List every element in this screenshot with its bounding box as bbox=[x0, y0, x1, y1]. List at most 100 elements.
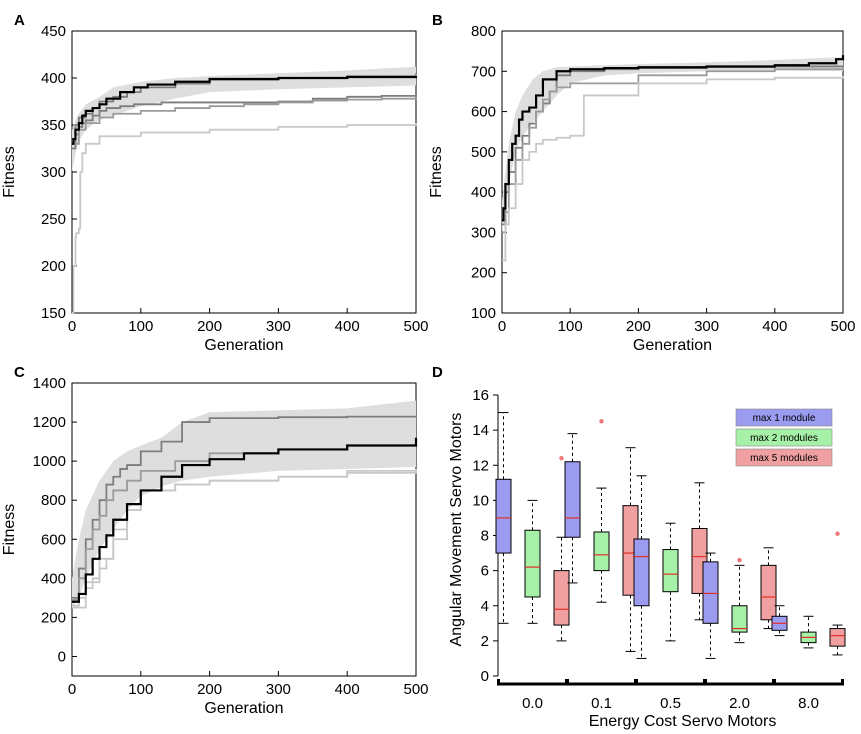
box-group: 0.0 bbox=[495, 412, 570, 712]
box-item bbox=[524, 499, 541, 624]
category-bracket bbox=[635, 679, 706, 686]
legend-swatch bbox=[735, 428, 833, 447]
x-tick-label: 100 bbox=[558, 318, 583, 335]
y-tick-label: 14 bbox=[472, 422, 489, 439]
box-item bbox=[771, 605, 788, 637]
run-fitness-line bbox=[72, 97, 417, 145]
y-tick-label: 400 bbox=[41, 70, 66, 87]
category-bracket bbox=[704, 679, 775, 686]
y-tick-label: 400 bbox=[471, 184, 496, 201]
legend-swatch bbox=[735, 448, 833, 467]
y-tick-label: 800 bbox=[41, 492, 66, 509]
outlier-point bbox=[599, 419, 604, 424]
x-tick-label: 300 bbox=[266, 318, 291, 335]
x-tick-label: 100 bbox=[128, 681, 153, 698]
y-tick-label: 100 bbox=[471, 305, 496, 322]
x-tick-label: 0.0 bbox=[522, 695, 543, 712]
box-item bbox=[800, 615, 817, 649]
run-fitness-line bbox=[502, 67, 844, 234]
x-tick-label: 300 bbox=[266, 681, 291, 698]
box-group: 0.1 bbox=[564, 419, 639, 712]
x-tick-label: 0.1 bbox=[591, 695, 612, 712]
y-tick-label: 6 bbox=[481, 563, 489, 580]
legend-item: max 1 module bbox=[735, 408, 833, 427]
x-tick-label: 0 bbox=[498, 318, 506, 335]
panel-label: A bbox=[14, 12, 25, 29]
category-bracket bbox=[497, 679, 568, 686]
box-iqr bbox=[564, 461, 581, 538]
box-iqr bbox=[760, 564, 777, 621]
category-bracket bbox=[773, 679, 844, 686]
axes: 0 100 200 300 400 500 150 200 250 300 350 400 450 Gen… bbox=[1, 23, 429, 354]
box-item bbox=[829, 531, 846, 656]
x-tick-label: 400 bbox=[335, 318, 360, 335]
legend: max 1 module max 2 modules max 5 modules bbox=[735, 408, 833, 467]
box-item bbox=[633, 475, 650, 659]
x-tick-label: 0 bbox=[68, 681, 76, 698]
box-iqr bbox=[593, 531, 610, 572]
box-group: 0.5 bbox=[633, 475, 708, 712]
y-tick-label: 1400 bbox=[33, 375, 66, 392]
y-tick-label: 700 bbox=[471, 63, 496, 80]
y-tick-label: 16 bbox=[472, 387, 489, 404]
panel-b: B0 100 200 300 400 50010020030040050060070080… bbox=[428, 12, 856, 354]
x-tick-label: 500 bbox=[830, 318, 855, 335]
y-tick-label: 450 bbox=[41, 23, 66, 40]
box-item bbox=[662, 522, 679, 642]
y-tick-label: 150 bbox=[41, 305, 66, 322]
box-iqr bbox=[731, 605, 748, 633]
outlier-point bbox=[559, 456, 564, 461]
x-tick-label: 300 bbox=[694, 318, 719, 335]
x-tick-label: 200 bbox=[197, 318, 222, 335]
mean-fitness-line bbox=[72, 437, 418, 603]
x-tick-label: 500 bbox=[403, 318, 428, 335]
y-axis-label: Fitness bbox=[1, 146, 18, 198]
category-bracket bbox=[566, 679, 637, 686]
box-iqr bbox=[524, 529, 541, 598]
panel-c: C 0 100 200 300 400 500 0 200 400 600 800 1000 1200 14… bbox=[1, 364, 429, 717]
y-tick-label: 10 bbox=[472, 492, 489, 509]
y-tick-label: 1000 bbox=[33, 453, 66, 470]
run-fitness-line bbox=[502, 76, 844, 262]
y-tick-label: 200 bbox=[41, 609, 66, 626]
outlier-point bbox=[835, 531, 840, 536]
axes: 0 100 200 300 400 500100200300400500600700800… bbox=[428, 23, 856, 354]
x-tick-label: 400 bbox=[762, 318, 787, 335]
plot-frame bbox=[71, 382, 417, 677]
plot-frame bbox=[501, 30, 844, 314]
panel-label: C bbox=[14, 364, 25, 381]
run-fitness-line bbox=[72, 123, 417, 314]
box-iqr bbox=[495, 478, 512, 554]
x-axis-label: Generation bbox=[633, 337, 712, 354]
y-axis-label: Fitness bbox=[1, 504, 18, 556]
legend-label: max 1 module bbox=[753, 413, 816, 424]
y-tick-label: 2 bbox=[481, 633, 489, 650]
y-tick-label: 800 bbox=[471, 23, 496, 40]
y-tick-label: 0 bbox=[481, 668, 489, 685]
mean-fitness-line bbox=[72, 75, 418, 145]
box-group: 8.0 bbox=[771, 531, 846, 712]
panel-a: A 0 100 200 300 400 500 150 200 250 300 350 400 450 Ge… bbox=[1, 12, 429, 354]
y-tick-label: 600 bbox=[471, 104, 496, 121]
box-iqr bbox=[662, 549, 679, 593]
x-tick-label: 500 bbox=[403, 681, 428, 698]
box-iqr bbox=[829, 628, 846, 647]
y-axis-label: Angular Movement Servo Motors bbox=[448, 413, 465, 647]
y-tick-label: 8 bbox=[481, 528, 489, 545]
axes: 0 2 4 6 8 10 12 14 16 Energy Cost Servo Motors Ang… bbox=[448, 387, 776, 730]
box-item bbox=[731, 557, 748, 644]
x-axis-label: Energy Cost Servo Motors bbox=[589, 713, 777, 730]
legend-label: max 2 modules bbox=[750, 433, 818, 444]
x-axis-label: Generation bbox=[204, 337, 283, 354]
legend-item: max 2 modules bbox=[735, 428, 833, 447]
y-tick-label: 500 bbox=[471, 144, 496, 161]
y-tick-label: 400 bbox=[41, 570, 66, 587]
outlier-point bbox=[737, 557, 742, 563]
y-tick-label: 300 bbox=[41, 164, 66, 181]
y-tick-label: 600 bbox=[41, 531, 66, 548]
y-tick-label: 12 bbox=[472, 457, 489, 474]
x-tick-label: 200 bbox=[197, 681, 222, 698]
y-tick-label: 200 bbox=[41, 258, 66, 275]
box-item bbox=[495, 412, 512, 624]
